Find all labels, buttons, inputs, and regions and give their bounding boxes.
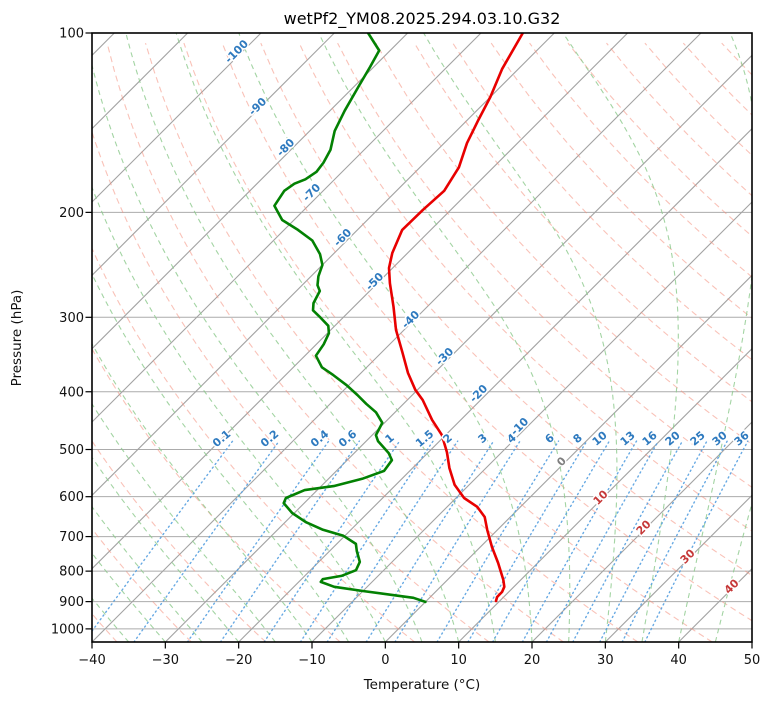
plot-border xyxy=(91,32,753,643)
moist-adiabat-0c xyxy=(92,185,386,642)
moist-adiabat--30c xyxy=(92,552,166,642)
mixing-ratio-line-4 xyxy=(394,440,521,642)
isotherm-0c xyxy=(384,274,752,642)
isotherm--10c xyxy=(311,201,752,642)
isotherm-lines xyxy=(92,33,752,642)
dry-adiabat-20c xyxy=(106,42,564,642)
x-axis-ticks: −40 −30 −20 −10 0 10 20 30 40 50 xyxy=(78,642,760,668)
y-tick-label: 100 xyxy=(59,27,84,42)
y-tick-label: 300 xyxy=(59,311,84,326)
x-tick-label: 10 xyxy=(450,653,467,668)
temperature-curve xyxy=(387,33,525,603)
dry-adiabat-0c xyxy=(92,247,415,642)
moist-adiabat--10c xyxy=(92,342,313,642)
isotherm--80c xyxy=(92,33,409,350)
moist-adiabat-15c xyxy=(175,33,496,642)
y-tick-label: 400 xyxy=(59,385,84,400)
x-tick-label: 20 xyxy=(524,653,541,668)
dry-adiabat-120c xyxy=(490,42,752,319)
y-tick-label: 500 xyxy=(59,443,84,458)
y-axis-label: Pressure (hPa) xyxy=(9,290,25,387)
x-tick-label: 50 xyxy=(744,653,761,668)
chart-title: wetPf2_YM08.2025.294.03.10.G32 xyxy=(284,9,561,29)
moist-adiabat--35c xyxy=(92,597,130,642)
mixing-ratio-line-20 xyxy=(572,440,684,642)
x-tick-label: −10 xyxy=(298,653,325,668)
isotherm--40c xyxy=(92,33,702,642)
moist-adiabat-20c xyxy=(238,33,533,642)
mixing-ratio-line-1 xyxy=(263,440,401,642)
mixing-ratio-line-6 xyxy=(436,440,560,642)
isotherm--50c xyxy=(92,33,629,570)
moist-adiabat-25c xyxy=(318,33,571,642)
pressure-gridlines xyxy=(92,33,752,630)
x-axis-label: Temperature (°C) xyxy=(363,677,481,693)
mixing-ratio-line-8 xyxy=(467,440,588,642)
mixing-ratio-line-3 xyxy=(365,440,495,642)
dry-adiabat-60c xyxy=(260,42,752,577)
mixing-ratio-line-0.4 xyxy=(186,440,330,642)
dry-adiabat-10c xyxy=(92,130,490,642)
x-tick-label: −20 xyxy=(225,653,252,668)
mixing-ratio-line-30 xyxy=(621,440,728,642)
mixing-ratio-line-2 xyxy=(326,440,459,642)
dry-adiabat-70c xyxy=(298,42,752,532)
x-tick-label: 0 xyxy=(381,653,389,668)
x-tick-label: 30 xyxy=(597,653,614,668)
dry-adiabat-110c xyxy=(452,42,752,361)
y-axis-ticks: 100 200 300 400 500 600 700 800 900 1000 xyxy=(51,27,92,637)
isotherm-10c xyxy=(458,347,752,642)
plot-area xyxy=(92,33,752,642)
y-tick-label: 1000 xyxy=(51,622,84,637)
dry-adiabat-30c xyxy=(144,42,639,642)
isotherm--100c xyxy=(92,33,262,203)
moist-adiabat--25c xyxy=(92,505,203,642)
y-tick-label: 700 xyxy=(59,530,84,545)
moist-adiabat-10c xyxy=(125,33,460,642)
isotherm--30c xyxy=(164,54,752,642)
dry-adiabat--10c xyxy=(92,347,341,642)
mixing-ratio-line-25 xyxy=(599,440,708,642)
moist-adiabat-30c xyxy=(423,33,618,642)
mixing-ratio-line-10 xyxy=(492,440,610,642)
x-tick-label: 40 xyxy=(670,653,687,668)
x-tick-label: −30 xyxy=(152,653,179,668)
isotherm--90c xyxy=(92,33,335,277)
isotherm--20c xyxy=(238,127,752,642)
y-tick-label: 600 xyxy=(59,490,84,505)
isotherm--70c xyxy=(92,33,482,423)
x-tick-label: −40 xyxy=(78,653,105,668)
dry-adiabat--20c xyxy=(92,440,267,642)
mixing-ratio-line-1.5 xyxy=(299,440,434,642)
dry-adiabat-40c xyxy=(183,42,713,642)
isotherm-30c xyxy=(604,494,752,642)
mixing-ratio-line-16 xyxy=(545,440,660,642)
mixing-ratio-lines xyxy=(92,440,749,642)
y-tick-label: 800 xyxy=(59,565,84,580)
isotherm--60c xyxy=(92,33,555,497)
moist-adiabat--20c xyxy=(92,456,240,642)
mixing-ratio-line-13 xyxy=(521,440,638,642)
y-tick-label: 900 xyxy=(59,595,84,610)
y-tick-label: 200 xyxy=(59,206,84,221)
mixing-ratio-line-0.1 xyxy=(92,440,234,633)
mixing-ratio-line-36 xyxy=(644,440,749,642)
dewpoint-curve xyxy=(273,33,427,604)
moist-adiabat--15c xyxy=(92,402,276,642)
